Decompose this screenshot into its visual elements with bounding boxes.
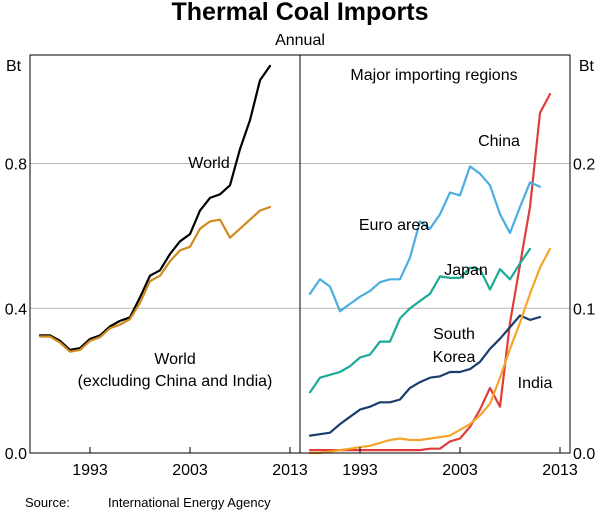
label-japan: Japan <box>444 262 488 279</box>
left-unit-label: Bt <box>6 58 22 75</box>
x-tick-label-world-1: 2003 <box>172 462 208 479</box>
right-unit-label: Bt <box>579 58 595 75</box>
label-world-ex-line2: (excluding China and India) <box>78 373 273 390</box>
y-tick-label-world-1: 0.4 <box>5 301 27 318</box>
panel-title-regions: Major importing regions <box>350 67 517 84</box>
y-tick-label-regions-1: 0.1 <box>573 301 595 318</box>
panel-frames <box>29 54 571 454</box>
series-line-world <box>38 64 272 351</box>
series-line-world-excluding-china-and-india <box>38 205 272 353</box>
x-tick-label-regions-1: 2003 <box>442 462 478 479</box>
series-lines <box>38 64 552 455</box>
series-line-euro-area <box>308 165 542 313</box>
source-label: Source: <box>25 495 70 510</box>
y-tick-label-regions-0: 0.0 <box>573 446 595 463</box>
label-world-ex-line1: World <box>154 351 196 368</box>
series-line-india <box>308 247 552 455</box>
series-line-south-korea <box>308 314 542 437</box>
source-text: International Energy Agency <box>108 495 271 510</box>
x-tick-label-world-0: 1993 <box>72 462 108 479</box>
x-tick-label-regions-0: 1993 <box>342 462 378 479</box>
series-line-japan <box>308 247 532 394</box>
label-world: World <box>188 155 230 172</box>
chart-title: Thermal Coal Imports <box>172 0 429 26</box>
label-india: India <box>518 375 553 392</box>
label-south-korea-line2: Korea <box>433 349 476 366</box>
chart-subtitle: Annual <box>275 32 325 49</box>
x-tick-label-regions-2: 2013 <box>542 462 578 479</box>
label-china: China <box>478 133 520 150</box>
y-tick-label-world-0: 0.0 <box>5 446 27 463</box>
label-south-korea-line1: South <box>433 326 475 343</box>
x-tick-label-world-2: 2013 <box>272 462 308 479</box>
series-line-china <box>308 93 552 452</box>
y-tick-label-world-2: 0.8 <box>5 157 27 174</box>
label-euro-area: Euro area <box>359 217 429 234</box>
y-tick-label-regions-2: 0.2 <box>573 157 595 174</box>
